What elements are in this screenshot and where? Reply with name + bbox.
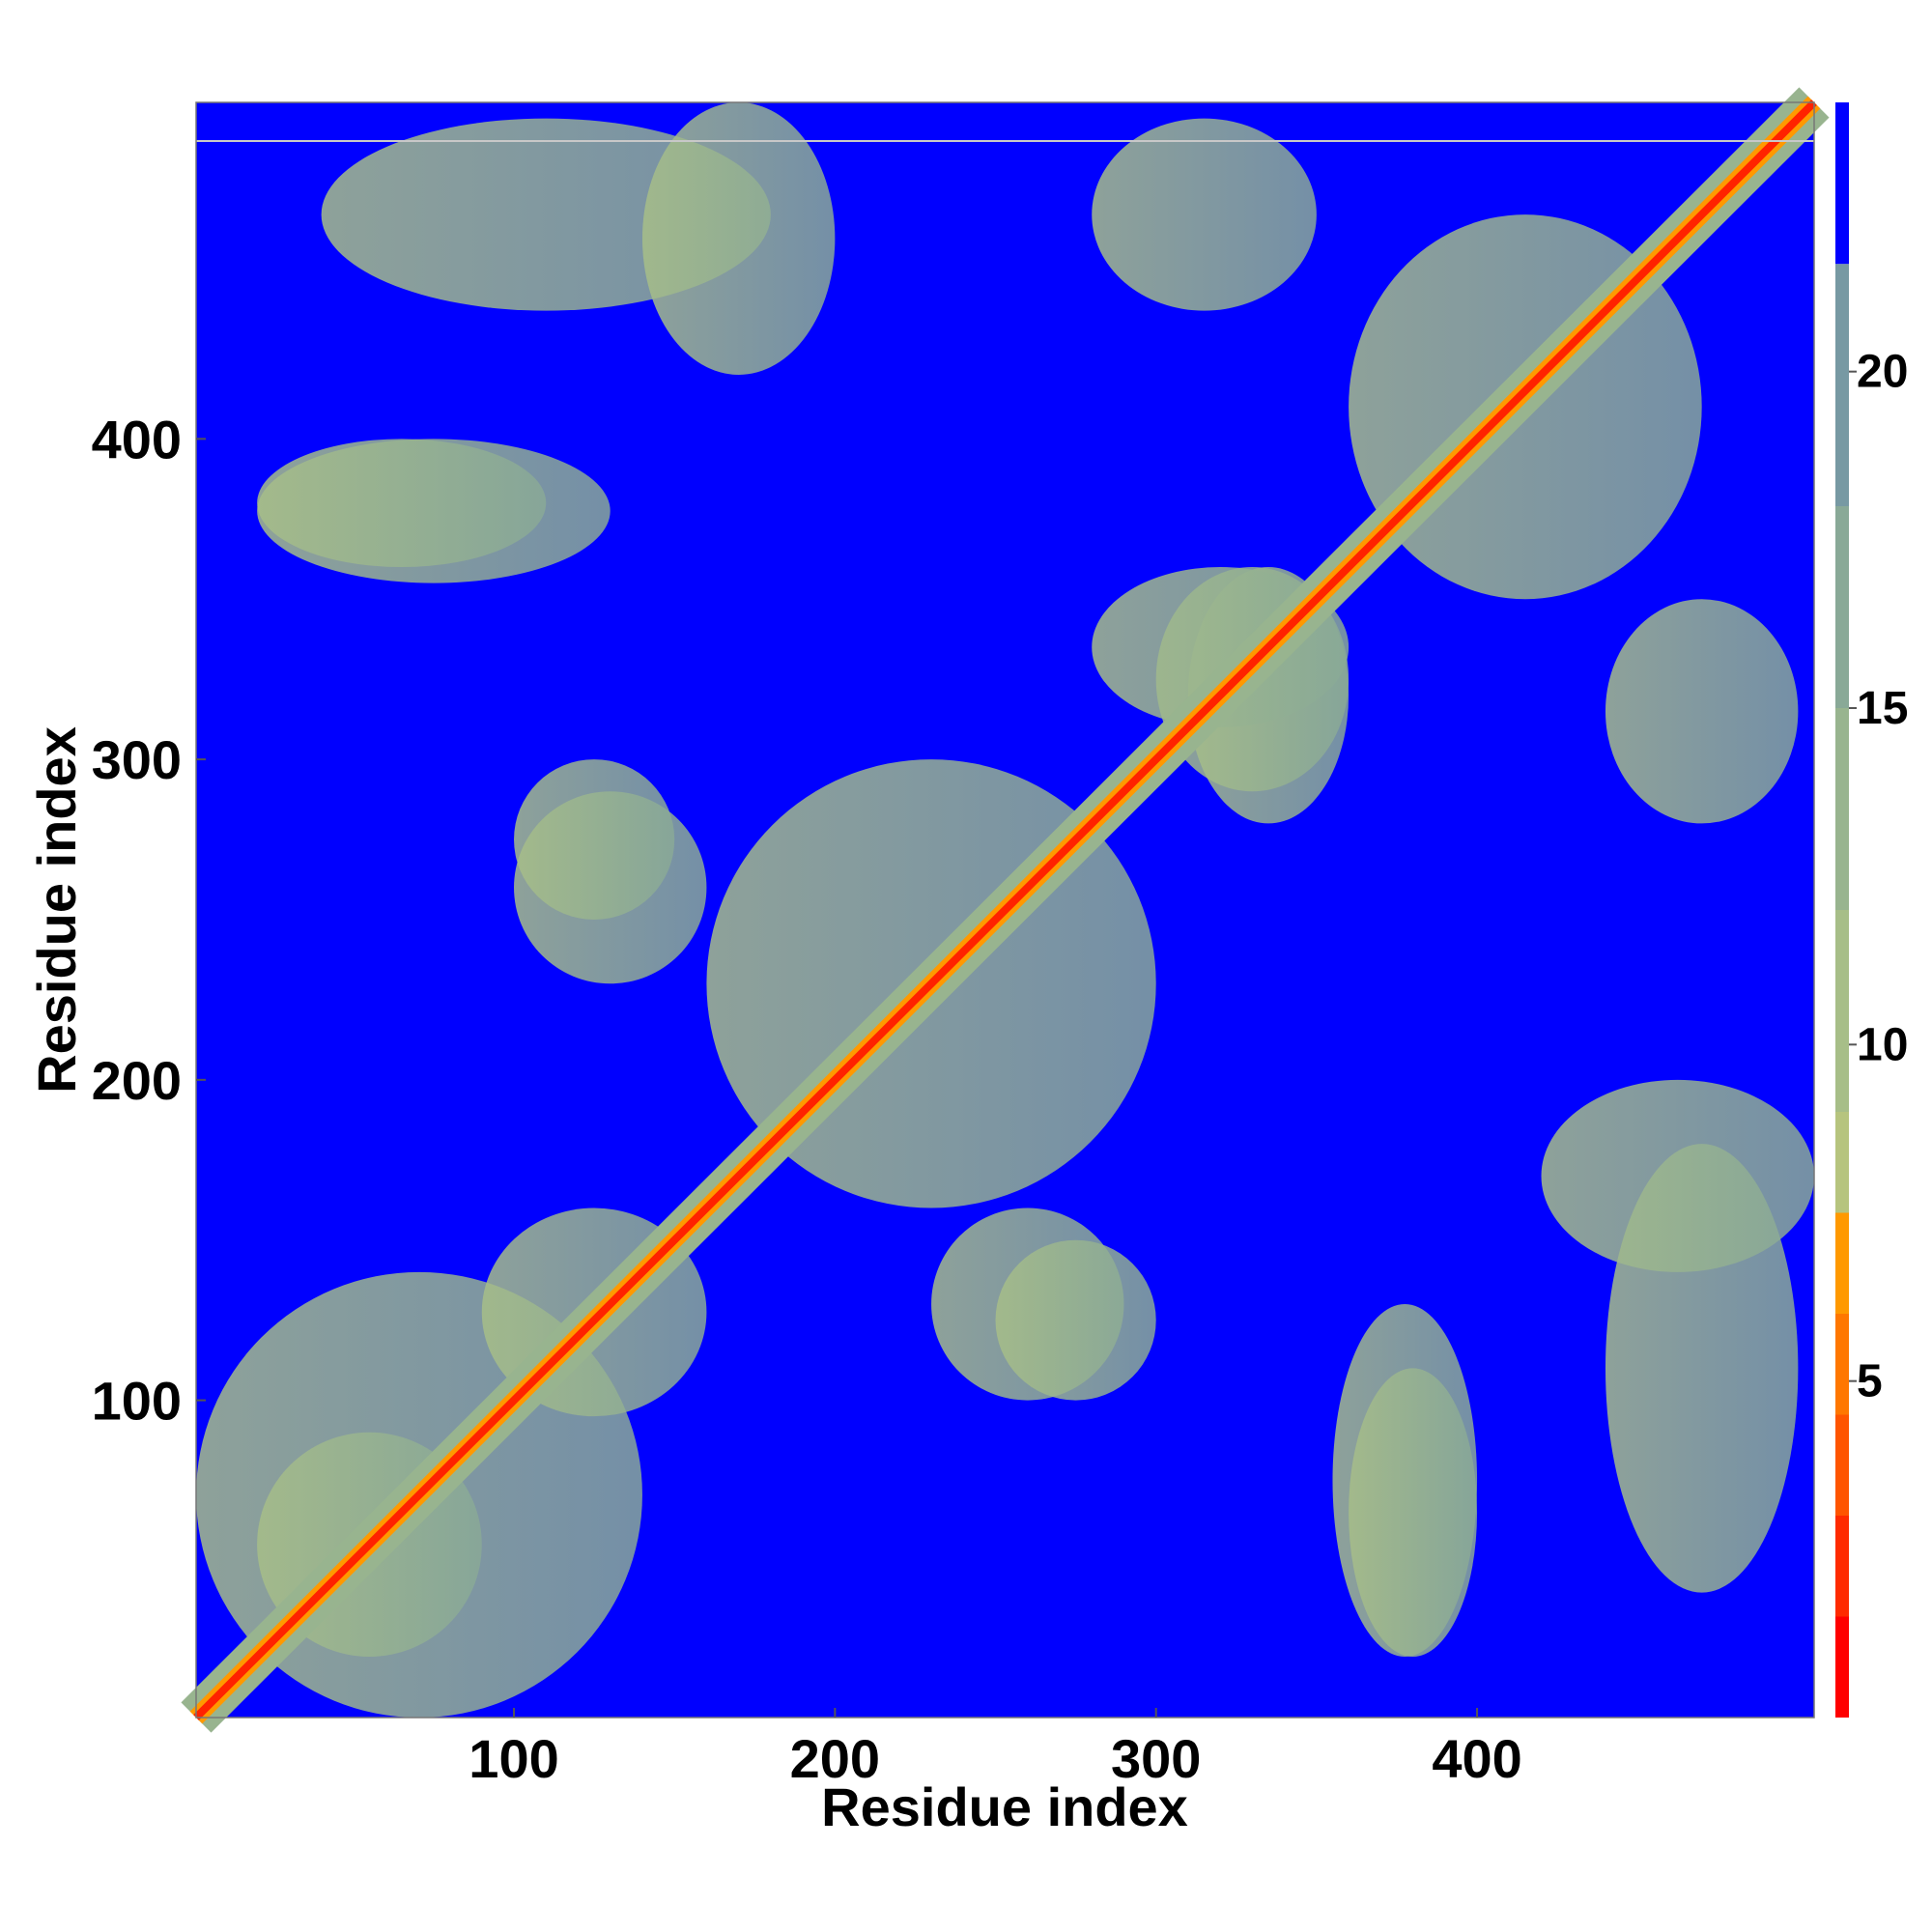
y-tick-label: 200 [92, 1050, 182, 1111]
x-tick-label: 200 [790, 1728, 880, 1789]
x-tick-label: 400 [1432, 1728, 1521, 1789]
colorbar-segment [1835, 264, 1849, 506]
contact-region-12 [1605, 599, 1799, 824]
contact-region-11 [995, 1239, 1156, 1401]
contact-region-11-mirror [514, 759, 675, 920]
contact-region-13 [641, 102, 836, 375]
colorbar-tick-label: 20 [1857, 347, 1908, 398]
colorbar-segment [1835, 1616, 1849, 1718]
contact-region-12-mirror [1092, 118, 1317, 311]
colorbar-segment [1835, 1314, 1849, 1415]
colorbar-segment [1835, 102, 1849, 265]
y-tick-label: 300 [92, 729, 182, 790]
x-axis-ticks: 100 200 300 400 [469, 1708, 1522, 1789]
x-tick-label: 100 [469, 1728, 558, 1789]
contact-region-9-mirror [257, 439, 547, 568]
colorbar-segment [1835, 1112, 1849, 1213]
colorbar [1835, 102, 1849, 1718]
contact-region-13-mirror [1541, 1079, 1815, 1272]
diagonal-band [181, 87, 1830, 1733]
y-axis-title: Residue index [26, 726, 87, 1094]
colorbar-tick-label: 15 [1857, 683, 1908, 734]
y-tick-label: 100 [92, 1371, 182, 1432]
contact-region-9 [1349, 1368, 1478, 1657]
colorbar-tick-label: 10 [1857, 1019, 1908, 1070]
y-tick-label: 400 [92, 409, 182, 469]
colorbar-segment [1835, 1516, 1849, 1617]
x-axis-title: Residue index [821, 1776, 1188, 1837]
y-axis-ticks: 100 200 300 400 [92, 409, 206, 1432]
colorbar-segment [1835, 1212, 1849, 1314]
colorbar-segment [1835, 1414, 1849, 1516]
colorbar-ticks: 5 10 15 20 [1849, 347, 1908, 1407]
x-tick-label: 300 [1111, 1728, 1201, 1789]
colorbar-segment [1835, 506, 1849, 708]
diagonal-core [193, 99, 1817, 1720]
plot-frame [195, 101, 1815, 1719]
colorbar-tick-label: 5 [1857, 1356, 1883, 1407]
colorbar-segment [1835, 910, 1849, 1112]
colorbar-segment [1835, 708, 1849, 910]
